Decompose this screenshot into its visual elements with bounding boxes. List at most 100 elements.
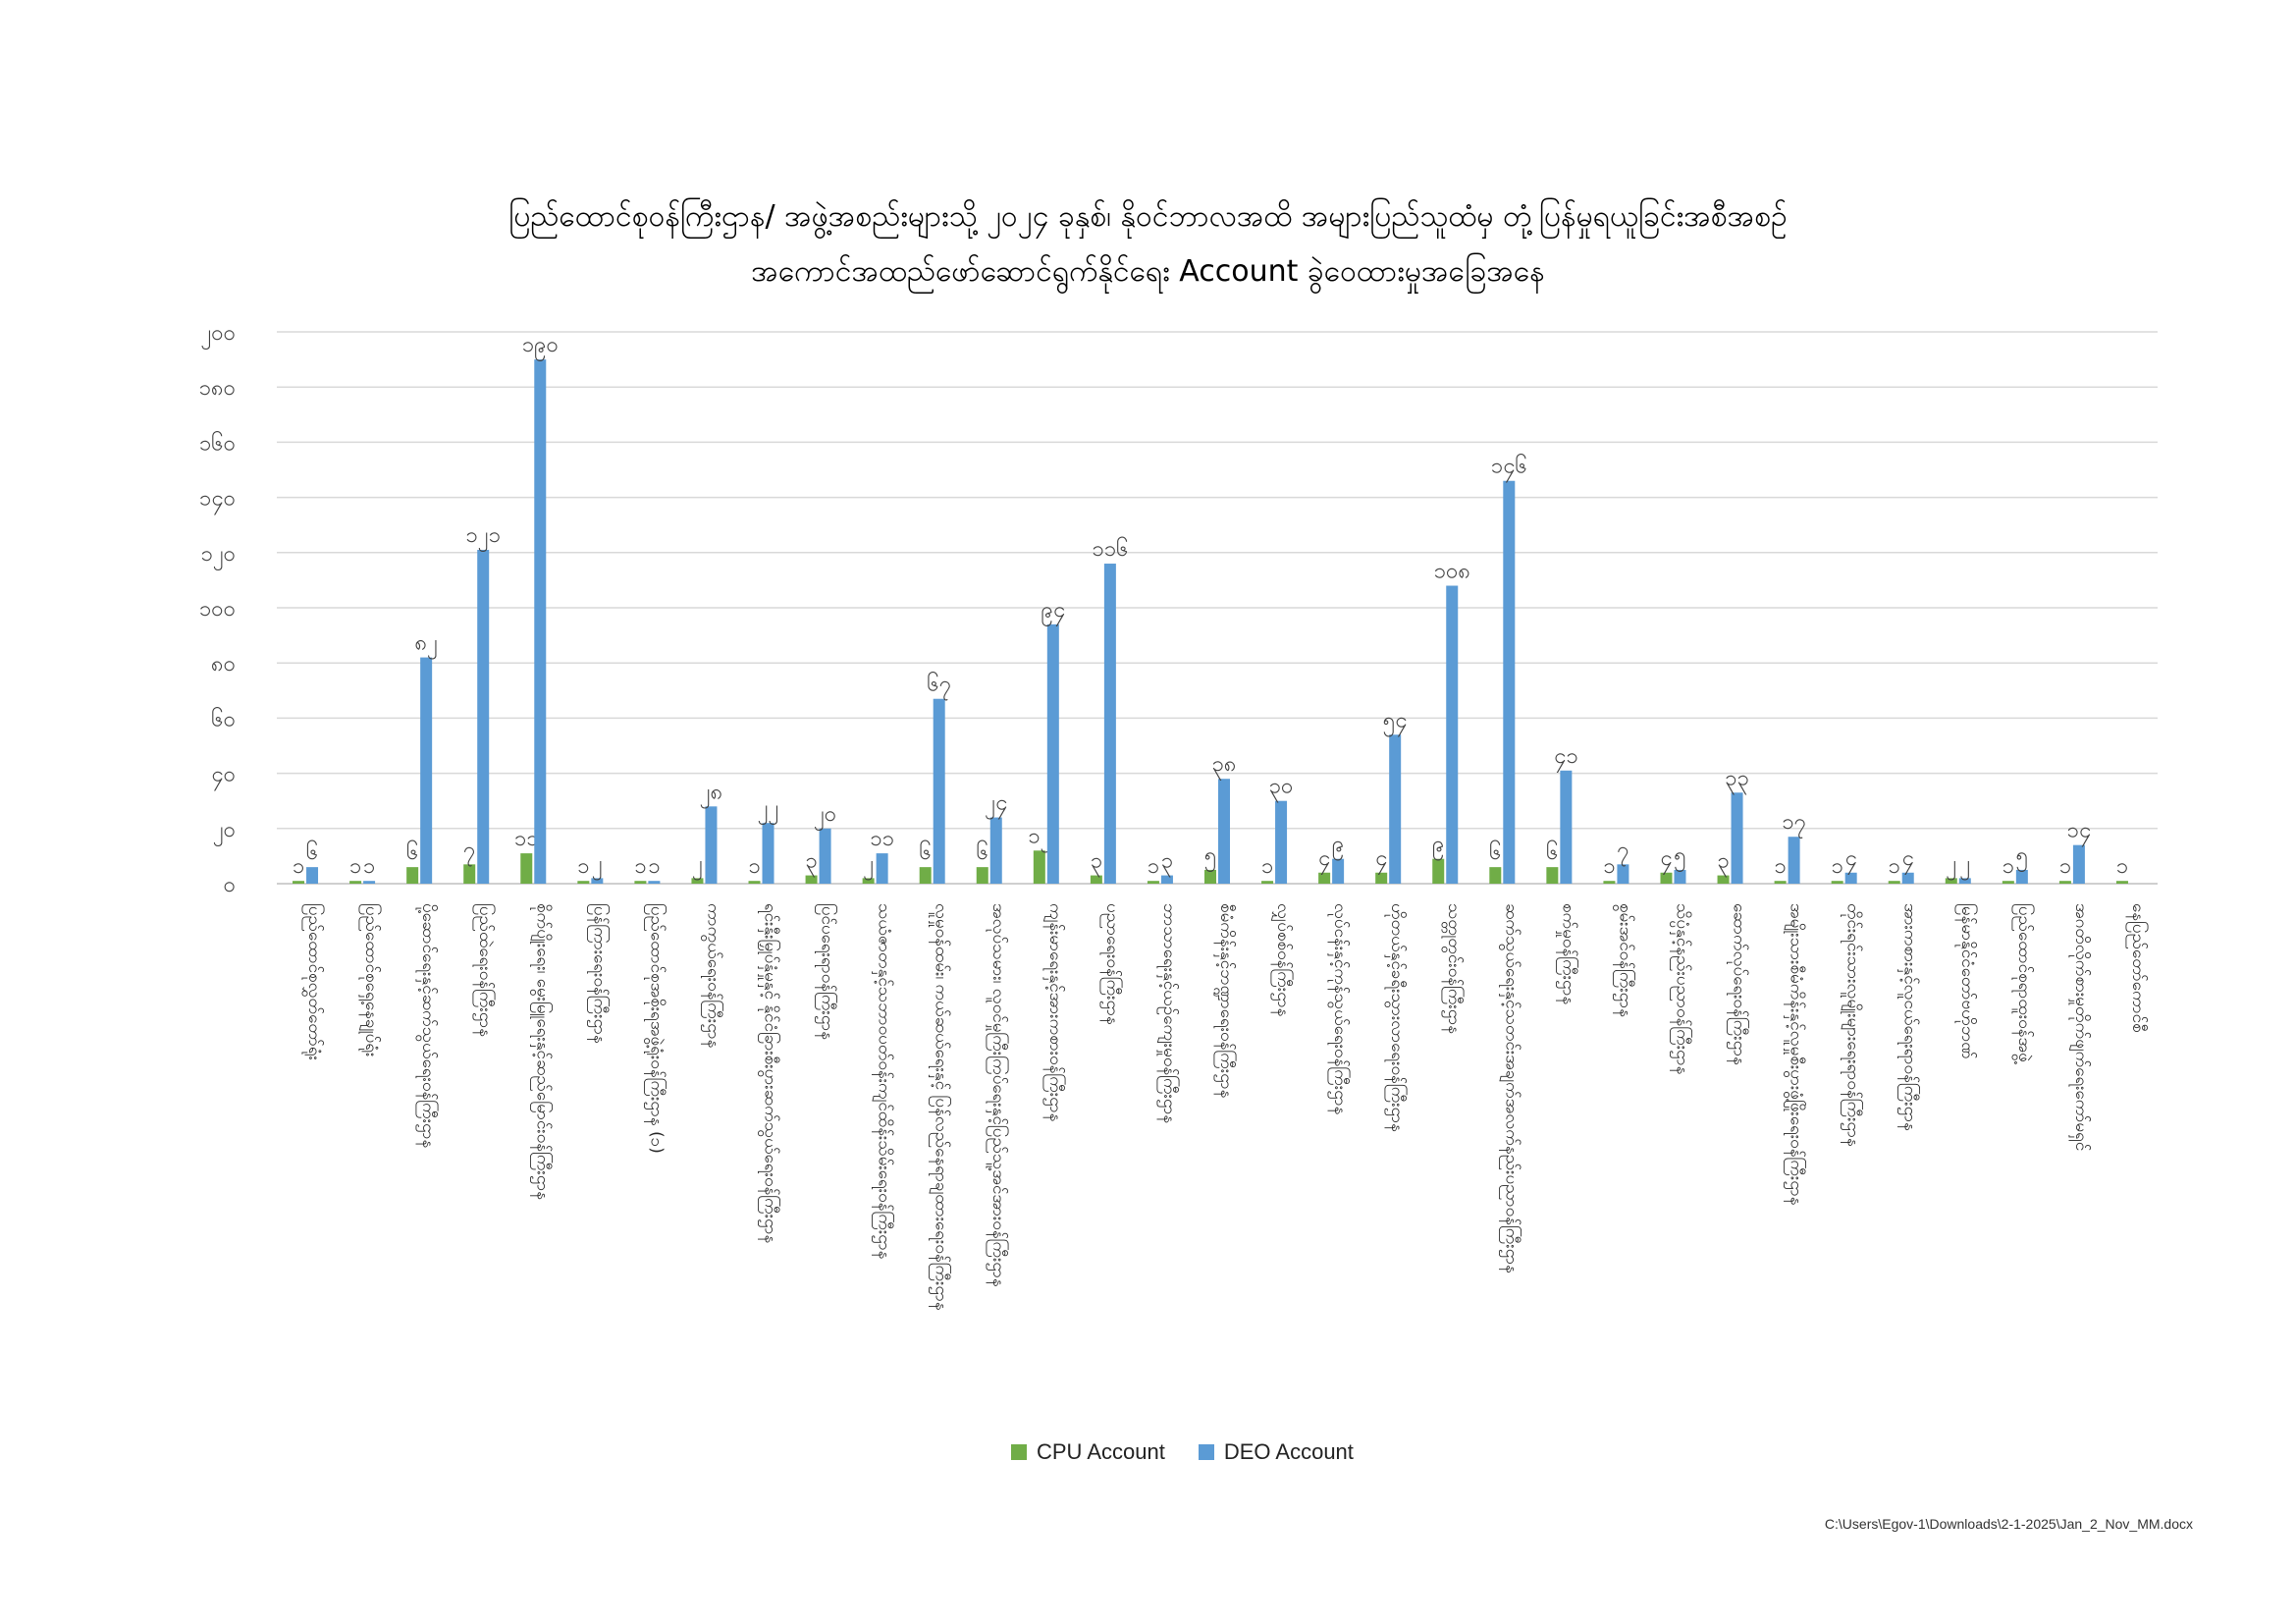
category-label: မြန်မာနိုင်ငံတော်ဗဟိုဘဏ် xyxy=(1954,903,1979,1058)
deo-bar xyxy=(876,853,888,884)
y-tick-label: ၂၀ xyxy=(213,818,236,846)
deo-bar xyxy=(363,881,376,884)
cpu-value-label: ၁ xyxy=(1831,854,1842,879)
category-label: ပြည်ထောင်စုရှေ့နေချုပ်ရုံး xyxy=(358,903,383,1056)
cpu-value-label: ၆ xyxy=(920,839,932,865)
y-tick-label: ၁၄၀ xyxy=(199,487,236,515)
y-tick-label: ၈၀ xyxy=(211,652,236,677)
deo-value-label: ၁၀၈ xyxy=(1434,560,1470,584)
cpu-bar xyxy=(1318,872,1331,884)
legend-swatch-deo xyxy=(1198,1444,1214,1460)
deo-value-label: ၂၄ xyxy=(985,791,1007,820)
deo-value-label: ၂ xyxy=(592,851,603,880)
deo-bar xyxy=(1389,734,1402,884)
category-label: လူမှုဝန်ထမ်း၊ ကယ်ဆယ်ရေးနှင့် ပြန်လည်နေရာ… xyxy=(929,903,953,1311)
deo-bar xyxy=(2015,869,2028,884)
cpu-bar xyxy=(1432,858,1445,884)
cpu-bar xyxy=(406,867,419,884)
y-tick-label: ၁၂၀ xyxy=(200,542,236,570)
category-label: ဆောက်လုပ်ရေးဝန်ကြီးဌာန xyxy=(1727,903,1751,1065)
category-label: ကျန်းမာရေးနှင့်အားကစားဝန်ကြီးဌာန xyxy=(1042,903,1067,1121)
deo-bar xyxy=(1560,770,1573,884)
category-label: ပညာရေးဝန်ကြီးဌာန xyxy=(1099,903,1124,1025)
deo-value-label: ၄ xyxy=(1844,846,1856,875)
cpu-bar xyxy=(293,881,305,884)
category-label: စက်မှုဝန်ကြီးဌာန xyxy=(1555,903,1579,1004)
cpu-value-label: ၁ xyxy=(2116,854,2128,879)
deo-bar xyxy=(989,817,1002,884)
deo-value-label: ၃၃ xyxy=(1725,766,1749,794)
cpu-bar xyxy=(919,867,932,884)
deo-bar xyxy=(1617,864,1629,884)
deo-value-label: ၂၈ xyxy=(700,780,722,808)
cpu-bar xyxy=(2002,881,2014,884)
y-tick-label: ၁၈၀ xyxy=(199,376,236,401)
chart-title-line-1: ပြည်ထောင်စုဝန်ကြီးဌာန/ အဖွဲ့အစည်းများသို… xyxy=(508,199,1788,234)
cpu-value-label: ၆ xyxy=(406,839,418,865)
deo-value-label: ၁၇ xyxy=(1782,810,1806,839)
category-label: ပြင်ပရေးရာဝန်ကြီးဌာန xyxy=(815,903,839,1040)
deo-value-label: ၄၁ xyxy=(1554,744,1578,773)
category-label: လုပ်ငန်းနှင့်ကုန်သွယ်ရေးဝန်ကြီးဌာန xyxy=(1327,903,1352,1114)
cpu-bar xyxy=(1603,881,1616,884)
deo-value-label: ၆ xyxy=(306,839,318,865)
cpu-bar xyxy=(463,864,476,884)
deo-bar xyxy=(1958,878,1971,884)
deo-value-label: ၁၂၁ xyxy=(465,523,501,552)
cpu-bar xyxy=(1831,881,1843,884)
cpu-bar xyxy=(1375,872,1388,884)
deo-bar xyxy=(1674,869,1686,884)
category-label: ပြည်ထောင်စုအစိုးရအဖွဲ့ရုံးဝန်ကြီးဌာန (၁) xyxy=(643,903,667,1154)
cpu-value-label: ၂ xyxy=(692,851,703,880)
deo-bar xyxy=(1275,800,1288,884)
deo-bar xyxy=(1103,564,1116,884)
cpu-bar xyxy=(1717,875,1730,884)
category-label: စွမ်းအင်ဝန်ကြီးဌာန xyxy=(1612,903,1636,1017)
cpu-bar xyxy=(1489,867,1502,884)
cpu-bar xyxy=(349,881,362,884)
deo-value-label: ၂ xyxy=(1959,851,1970,880)
cpu-value-label: ၉ xyxy=(1432,833,1444,861)
cpu-value-label: ၁ xyxy=(2002,854,2014,879)
cpu-bar xyxy=(1033,850,1045,884)
deo-value-label: ၉၄ xyxy=(1041,598,1065,626)
category-label: စိုက်ပျိုးရေး၊ မွေးမြူရေးနှင့်ဆည်မြောင်း… xyxy=(529,903,554,1200)
cpu-bar xyxy=(748,881,761,884)
cpu-bar xyxy=(691,878,704,884)
cpu-bar xyxy=(520,853,533,884)
deo-bar xyxy=(420,657,433,884)
cpu-value-label: ၃ xyxy=(1091,849,1102,878)
deo-value-label: ၁၁၆ xyxy=(1092,536,1128,562)
category-label: စီမံကိန်းနှင့်ဘဏ္ဍာရေးဝန်ကြီးဌာန xyxy=(1213,903,1238,1098)
category-label: လျှပ်စစ်ဝန်ကြီးဌာန xyxy=(1270,903,1295,1016)
deo-value-label: ၁၉၀ xyxy=(522,333,559,361)
category-label: သိပ္ပံနှင့်နည်းပညာဝန်ကြီးဌာန xyxy=(1669,903,1693,1074)
y-tick-label: ၁၆၀ xyxy=(199,430,236,456)
category-label: ပြည်ထောင်စုလွှတ်တော်ရုံး xyxy=(301,903,326,1060)
cpu-value-label: ၁ xyxy=(1261,854,1273,879)
deo-bar xyxy=(1788,837,1800,884)
deo-value-label: ၁၄၆ xyxy=(1491,454,1527,483)
cpu-bar xyxy=(862,878,875,884)
deo-value-label: ၅ xyxy=(2016,843,2028,872)
deo-value-label: ၃ xyxy=(1161,849,1173,878)
cpu-value-label: ၂ xyxy=(1946,851,1956,880)
cpu-bar xyxy=(1204,869,1216,884)
cpu-value-label: ၁ xyxy=(748,854,760,879)
cpu-value-label: ၁ xyxy=(293,854,304,879)
deo-value-label: ၉ xyxy=(1332,833,1344,861)
deo-bar xyxy=(1160,875,1173,884)
category-label: ရင်းနှီးမြှုပ်နှံမှုနှင့် နိုင်ငံခြားစီး… xyxy=(758,903,782,1243)
category-label: သယံဇာတနှင့်သဘာဝပတ်ဝန်းကျင်ထိန်းသိမ်းရေးဝ… xyxy=(872,903,896,1260)
category-label: ကာကွယ်ရေးဝန်ကြီးဌာန xyxy=(700,903,724,1048)
deo-bar xyxy=(1046,623,1059,884)
y-tick-label: ၆၀ xyxy=(211,706,236,731)
category-label: ပြန်ကြားရေးဝန်ကြီးဌာန xyxy=(586,903,611,1044)
category-label: သတ္တုတွင်းဝန်ကြီးဌာန xyxy=(1441,903,1466,1034)
deo-value-label: ၆၇ xyxy=(927,672,951,701)
legend-swatch-cpu xyxy=(1011,1444,1027,1460)
cpu-value-label: ၁ xyxy=(349,854,361,879)
cpu-value-label: ၄ xyxy=(1318,846,1330,875)
